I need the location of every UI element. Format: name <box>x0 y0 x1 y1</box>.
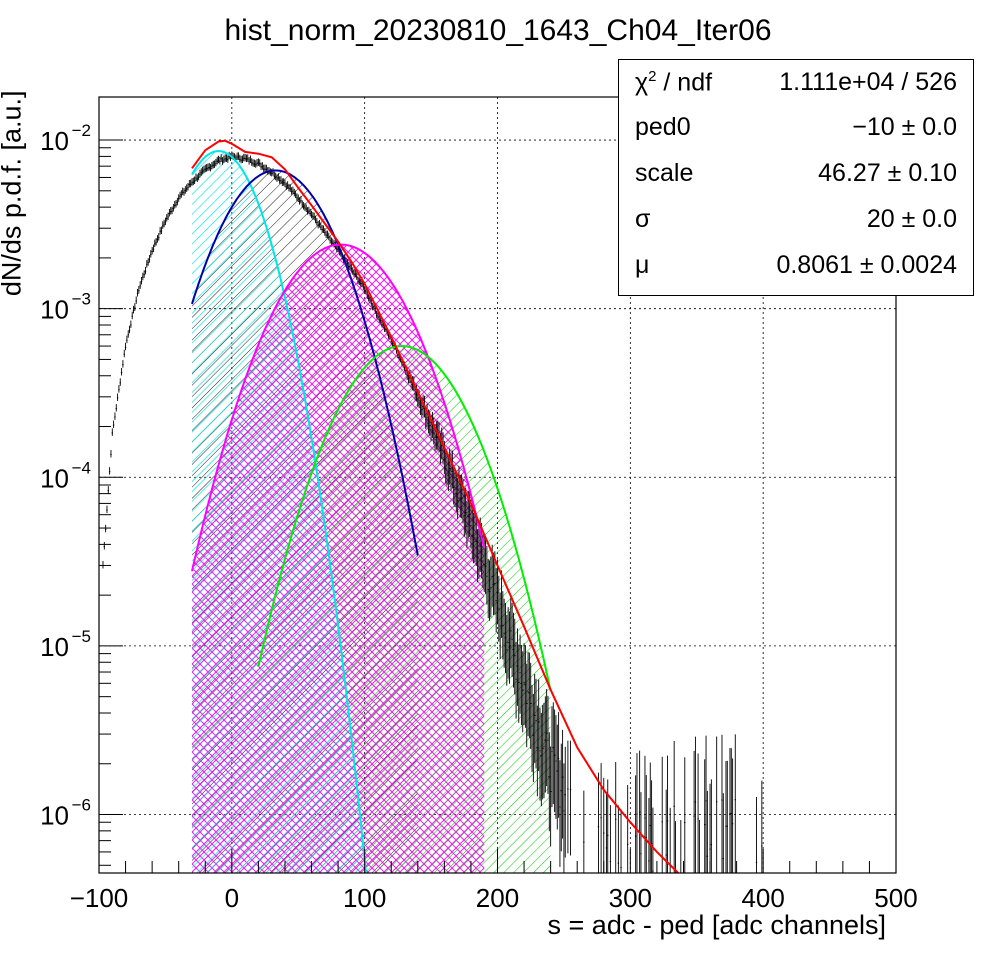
stats-row-sigma: σ 20 ± 0.0 <box>619 197 973 241</box>
component-3-line <box>257 345 552 692</box>
y-tick-label: 10 <box>40 295 69 325</box>
stats-value: −10 ± 0.0 <box>852 113 957 141</box>
x-tick-label: 300 <box>609 883 652 913</box>
stats-value: 20 ± 0.0 <box>866 205 957 233</box>
x-tick-label: −100 <box>70 883 129 913</box>
chart-title: hist_norm_20230810_1643_Ch04_Iter06 <box>224 14 772 47</box>
total-fit-line <box>191 139 679 873</box>
stats-row-scale: scale 46.27 ± 0.10 <box>619 151 973 195</box>
stats-key: scale <box>635 159 694 187</box>
x-axis-label: s = adc - ped [adc channels] <box>547 910 886 940</box>
y-tick-label: 10 <box>40 801 69 831</box>
y-tick-label: 10 <box>40 632 69 662</box>
component-fills <box>191 151 551 873</box>
stats-row-chi2: χ2 / ndf 1.111e+04 / 526 <box>619 60 973 104</box>
y-axis-label: dN/ds p.d.f. [a.u.] <box>0 90 27 297</box>
x-tick-label: 200 <box>476 883 519 913</box>
stats-value: 1.111e+04 / 526 <box>779 68 957 96</box>
y-tick-exponent: −5 <box>72 627 91 646</box>
x-tick-label: 0 <box>225 883 239 913</box>
fit-curves <box>191 139 679 873</box>
y-tick-label: 10 <box>40 463 69 493</box>
y-tick-label: 10 <box>40 126 69 156</box>
fit-stats-box: χ2 / ndf 1.111e+04 / 526 ped0 −10 ± 0.0 … <box>618 59 974 296</box>
component-1-line <box>191 169 419 556</box>
stats-key: χ <box>635 68 649 97</box>
stats-key: σ <box>635 205 651 233</box>
stats-key-sup: 2 <box>648 68 657 85</box>
component-0-fill <box>191 151 370 873</box>
stats-row-mu: μ 0.8061 ± 0.0024 <box>619 243 973 287</box>
stats-key: ped0 <box>635 113 691 141</box>
stats-value: 0.8061 ± 0.0024 <box>776 251 957 279</box>
component-2-line <box>191 243 486 572</box>
stats-row-ped0: ped0 −10 ± 0.0 <box>619 105 973 149</box>
stats-key-rest: / ndf <box>656 68 713 97</box>
y-tick-exponent: −6 <box>72 796 91 815</box>
stats-key: μ <box>635 251 650 279</box>
x-tick-label: 400 <box>741 883 784 913</box>
x-tick-label: 100 <box>343 883 386 913</box>
component-0-line <box>191 150 368 873</box>
stats-value: 46.27 ± 0.10 <box>818 159 957 187</box>
y-tick-exponent: −2 <box>72 121 91 140</box>
y-tick-exponent: −4 <box>72 458 91 477</box>
y-tick-exponent: −3 <box>72 290 91 309</box>
x-tick-label: 500 <box>874 883 917 913</box>
